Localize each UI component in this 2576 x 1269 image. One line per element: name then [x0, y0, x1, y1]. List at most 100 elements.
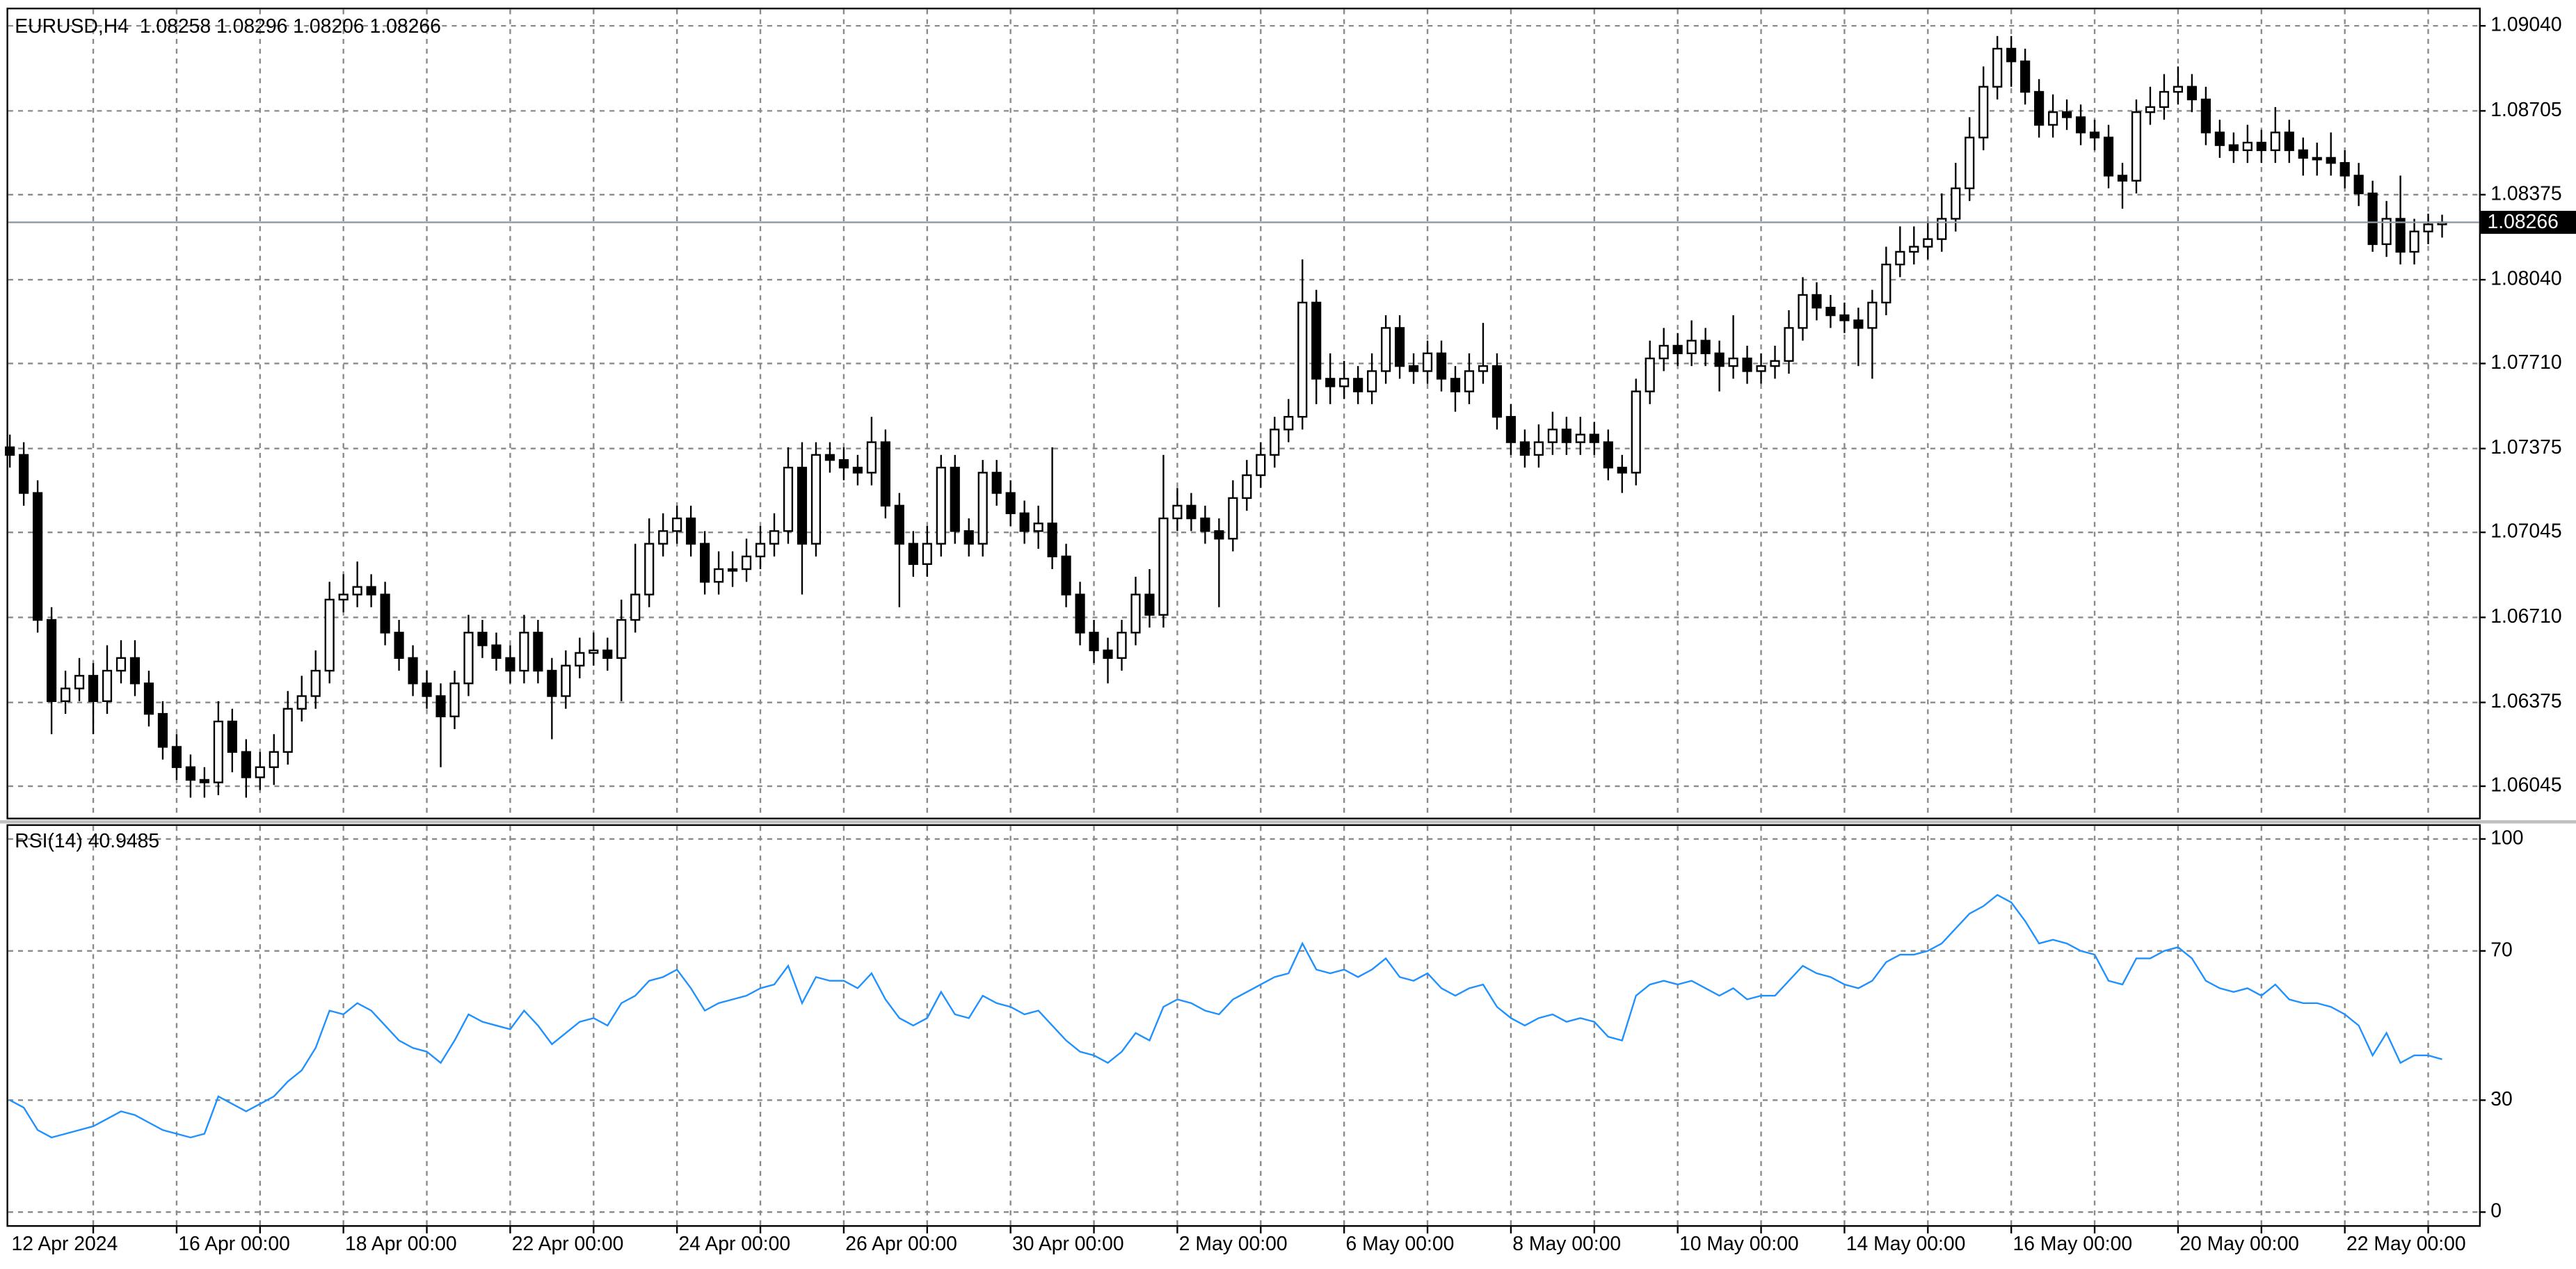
- candle-body: [658, 530, 669, 545]
- panel-title: RSI(14) 40.9485: [15, 830, 159, 852]
- candle-body: [1561, 429, 1571, 443]
- candle-body: [1005, 492, 1016, 514]
- candle-body: [1798, 294, 1808, 329]
- candle-body: [922, 543, 932, 565]
- candle-body: [435, 695, 446, 717]
- candle-body: [449, 683, 460, 717]
- x-tick-label: 8 May 00:00: [1512, 1233, 1621, 1255]
- candle-body: [1436, 352, 1447, 380]
- candle-body: [1103, 649, 1113, 659]
- candle-body: [991, 472, 1002, 494]
- candle-body: [728, 568, 738, 572]
- candle-body: [171, 746, 182, 768]
- x-tick-label: 22 May 00:00: [2346, 1233, 2466, 1255]
- candle-body: [2312, 157, 2322, 161]
- candle-body: [185, 766, 195, 781]
- candle-body: [1144, 593, 1155, 616]
- candle-body: [366, 586, 376, 596]
- y-tick-label: 1.08375: [2490, 182, 2561, 205]
- candle-body: [1505, 415, 1517, 443]
- candle-body: [352, 586, 362, 596]
- candle-body: [1547, 429, 1558, 443]
- candle-body: [963, 530, 974, 545]
- candle-body: [602, 649, 613, 659]
- candle-body: [1422, 352, 1433, 372]
- candle-body: [1395, 327, 1405, 367]
- candle-body: [1937, 218, 1947, 240]
- candle-body: [1686, 340, 1697, 355]
- candle-body: [1200, 517, 1210, 532]
- candle-body: [1158, 517, 1169, 616]
- candle-body: [1617, 466, 1627, 474]
- candle-body: [422, 683, 432, 697]
- candle-body: [741, 555, 752, 570]
- candle-body: [1450, 378, 1461, 392]
- candle-body: [213, 720, 223, 783]
- candle-body: [129, 657, 141, 685]
- x-tick-label: 2 May 00:00: [1179, 1233, 1288, 1255]
- candle-body: [255, 766, 265, 779]
- candle-body: [1965, 136, 1975, 189]
- x-tick-label: 12 Apr 2024: [12, 1233, 118, 1255]
- candle-body: [1186, 504, 1197, 520]
- candle-body: [547, 669, 557, 697]
- candle-body: [644, 543, 655, 596]
- candle-body: [2214, 131, 2225, 146]
- x-tick-label: 24 Apr 00:00: [679, 1233, 791, 1255]
- candle-body: [2020, 61, 2031, 93]
- candle-body: [1728, 357, 1738, 367]
- candle-body: [1631, 390, 1641, 474]
- candle-body: [1283, 415, 1294, 431]
- candle-body: [296, 695, 307, 710]
- candle-body: [589, 649, 599, 654]
- candle-body: [880, 441, 890, 507]
- candle-body: [1353, 378, 1363, 392]
- candle-body: [1923, 238, 1933, 248]
- candle-body: [783, 466, 794, 532]
- candle-body: [1075, 593, 1085, 634]
- candle-body: [310, 669, 321, 697]
- candle-body: [700, 543, 710, 583]
- candle-body: [2298, 149, 2308, 159]
- candle-body: [2075, 116, 2086, 134]
- candle-body: [2284, 131, 2294, 152]
- candle-body: [1214, 530, 1224, 540]
- candle-body: [157, 712, 168, 748]
- candle-body: [33, 492, 43, 621]
- y-tick-label: 70: [2490, 939, 2513, 961]
- candle-body: [533, 632, 543, 672]
- price-label-bg: [2481, 211, 2576, 234]
- y-tick-label: 100: [2490, 827, 2523, 849]
- candle-body: [1742, 357, 1752, 372]
- candle-body: [2228, 144, 2239, 152]
- candle-body: [2145, 106, 2156, 113]
- candle-body: [1464, 370, 1475, 392]
- candle-body: [1895, 250, 1905, 266]
- candle-body: [1770, 360, 1780, 367]
- candle-body: [143, 683, 154, 715]
- candle-body: [977, 472, 988, 545]
- candle-body: [561, 664, 571, 697]
- candle-body: [1909, 246, 1919, 253]
- candle-body: [2048, 111, 2058, 126]
- candle-body: [838, 458, 849, 469]
- panel-title: EURUSD,H4 1.08258 1.08296 1.08206 1.0826…: [15, 15, 441, 38]
- candle-body: [338, 593, 349, 601]
- x-tick-label: 20 May 00:00: [2179, 1233, 2299, 1255]
- candle-body: [88, 675, 99, 703]
- candle-body: [1867, 301, 1878, 329]
- candle-body: [1881, 263, 1891, 304]
- candle-body: [2395, 218, 2406, 253]
- candle-body: [2256, 141, 2266, 152]
- candle-body: [686, 517, 696, 545]
- y-tick-label: 1.07375: [2490, 436, 2561, 458]
- x-tick-label: 16 May 00:00: [2013, 1233, 2133, 1255]
- candle-body: [2186, 86, 2197, 101]
- candle-body: [1089, 632, 1099, 652]
- candle-body: [2353, 175, 2364, 195]
- candle-body: [1784, 327, 1794, 362]
- candle-body: [1367, 370, 1377, 392]
- candle-body: [1047, 522, 1057, 557]
- y-tick-label: 1.06710: [2490, 605, 2561, 628]
